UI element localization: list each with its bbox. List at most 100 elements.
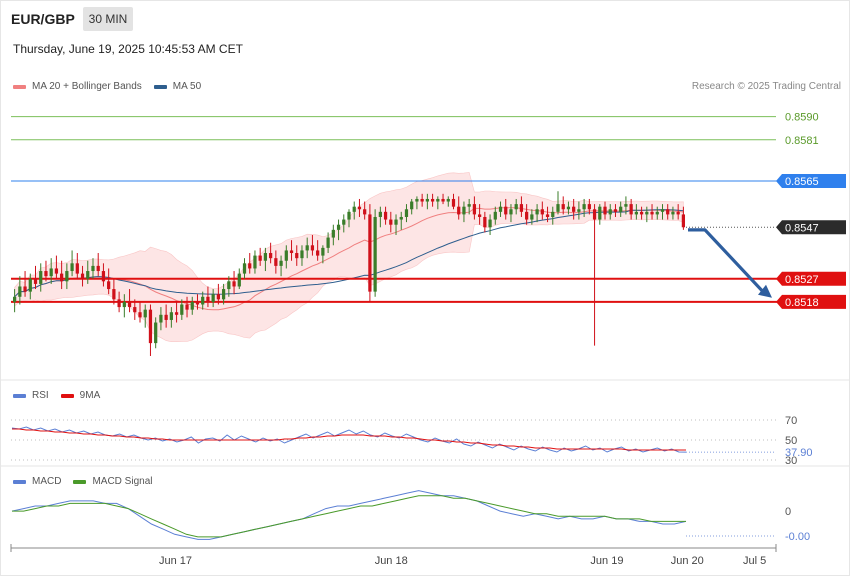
legend-macd-swatch [13,479,26,484]
candle-body [598,206,602,220]
candle-body [70,263,74,272]
candle-body [91,265,95,272]
level-tag-2 [776,173,846,188]
candle-body [185,304,189,310]
candle-body [326,237,330,248]
candle-body [107,281,111,290]
level-label-0: 0.8590 [785,112,819,124]
candle-body [399,216,403,220]
candle-body [316,250,320,256]
legend-rsi-label: RSI [32,390,49,401]
candle-body [248,263,252,269]
candle-body [190,301,194,310]
candle-body [357,206,362,210]
level-label-3: 0.8527 [785,274,819,286]
copyright: Research © 2025 Trading Central [691,81,841,92]
timestamp: Thursday, June 19, 2025 10:45:53 AM CET [13,42,243,56]
candle-body [545,214,550,217]
candle-body [127,301,132,308]
candle-body [242,263,247,274]
candle-body [201,296,205,305]
candle-body [112,289,116,300]
candle-body [331,229,335,238]
candle-body [509,209,513,215]
candle-body [18,286,22,297]
candle-body [300,250,304,259]
candle-body [446,198,450,202]
candle-body [451,198,456,207]
candle-body [221,289,226,300]
candle-body [629,204,633,215]
candle-body [488,219,492,228]
candle-body [378,211,382,217]
candle-body [634,211,638,215]
candle-body [237,273,241,287]
candle-body [305,245,309,251]
macd-series-1 [12,495,686,538]
rsi-legend: RSI 9MA [13,390,112,401]
candle-body [289,250,294,254]
candle-body [394,219,398,225]
symbol-title: EUR/GBP [11,11,75,27]
legend-rsi-ma-swatch [60,393,74,398]
candle-body [420,198,424,202]
candle-body [133,307,137,313]
time-tick-label-0: Jun 17 [159,555,192,567]
candle-body [180,304,184,315]
candle-body [498,206,503,212]
candle-body [148,309,153,344]
price-legend: MA 20 + Bollinger Bands MA 50 [13,81,213,92]
candle-body [347,211,351,220]
candle-body [143,309,147,318]
macd-legend: MACD MACD Signal [13,476,164,487]
time-tick-label-4: Jul 5 [743,555,766,567]
level-tag-3 [776,271,846,286]
candle-body [23,286,27,292]
candle-body [587,204,591,210]
last-price-tag [776,220,846,235]
candle-body [577,209,581,212]
candle-body [310,245,315,251]
time-tick-label-2: Jun 19 [590,555,623,567]
candle-body [96,265,100,272]
candle-body [425,198,429,202]
candle-body [60,273,64,282]
candle-body [269,253,273,259]
rsi-series-1 [12,428,686,451]
candle-body [389,219,393,225]
candle-body [159,314,163,323]
candle-body [101,271,106,282]
candle-body [624,204,628,207]
candle-body [540,209,544,215]
timeframe-badge[interactable]: 30 MIN [83,7,133,31]
candle-body [54,268,59,274]
candle-body [681,214,686,228]
candle-body [154,322,158,344]
candle-body [493,211,497,220]
candle-body [75,263,79,274]
candle-body [472,204,477,215]
candle-body [556,204,560,212]
candle-body [174,312,179,315]
level-label-2: 0.8565 [785,176,819,188]
candle-body [274,258,278,266]
candle-body [561,204,565,210]
level-tag-4 [776,294,846,309]
legend-macd-signal-swatch [73,479,87,484]
candle-body [592,209,597,220]
candle-body [195,301,200,305]
candle-body [122,301,126,308]
candle-body [530,214,534,220]
candle-body [80,273,85,279]
candle-body [504,206,508,215]
rsi-series-0 [11,426,687,453]
last-price-label: 0.8547 [785,222,819,234]
candle-body [457,206,461,215]
candle-body [645,211,649,215]
candle-body [279,260,283,266]
legend-macd-signal-label: MACD Signal [92,476,153,487]
level-label-1: 0.8581 [785,135,819,147]
candle-body [519,204,524,212]
candle-body [352,206,356,212]
